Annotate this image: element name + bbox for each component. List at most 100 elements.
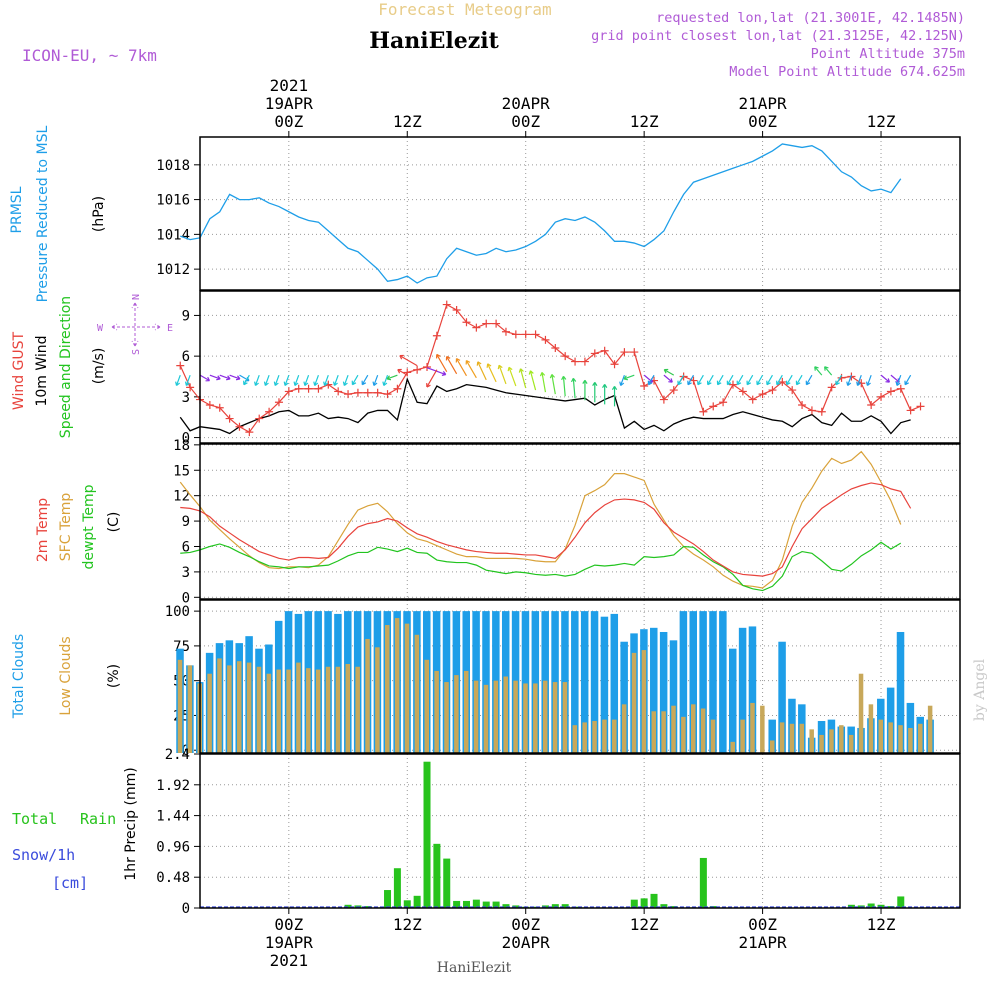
gust-marker [580, 357, 589, 366]
wind-arrow [592, 381, 598, 403]
gust-marker [551, 344, 560, 352]
low-cloud-bar [819, 734, 824, 753]
low-cloud-bar [296, 662, 301, 753]
wind-arrow [303, 374, 310, 386]
model-altitude: Model Point Altitude 674.625m [729, 64, 965, 80]
wind-arrow [219, 374, 231, 381]
plot-area: 1012 1014 1016 1018 0 3 6 9 0 3 6 9 12 15 18 0255075100… [156, 76, 961, 970]
sfctemp-label: SFC Temp [58, 493, 74, 562]
rain-bar [867, 903, 875, 908]
gust-marker [176, 361, 185, 370]
wind-arrow [561, 375, 567, 397]
wind-arrow [293, 374, 300, 386]
gust-marker [255, 414, 264, 423]
panel-temp: 0 3 6 9 12 15 18 [173, 438, 961, 606]
credit-watermark: by Angel [972, 658, 988, 721]
y-tick-label: 1018 [156, 158, 190, 174]
low-cloud-bar [276, 669, 281, 753]
y-tick-label: 0 [182, 590, 190, 606]
wind10m-line [179, 377, 911, 435]
y-tick-label: 0.48 [156, 870, 190, 886]
gust-marker [334, 387, 343, 396]
low-cloud-bar [187, 665, 193, 753]
total-cloud-bar [482, 611, 490, 753]
total-cloud-bar [521, 611, 530, 753]
total-cloud-bar [709, 611, 717, 753]
gust-marker [817, 407, 826, 416]
wind-arrow [611, 386, 618, 407]
low-clouds-label: Low Clouds [58, 636, 74, 715]
y-tick-label: 0 [182, 743, 190, 759]
model-label: ICON-EU, ~ 7km [22, 46, 157, 65]
panel-frame [199, 136, 961, 291]
x-date-bottom: 19APR [265, 933, 314, 952]
gust-marker [659, 395, 668, 404]
y-tick-label: 2.4 [165, 747, 190, 763]
wind-arrow [465, 360, 477, 379]
wind-arrow [904, 374, 912, 386]
wind-arrow [283, 374, 290, 386]
y-tick-label: 0.96 [156, 839, 190, 855]
wind-arrow [486, 363, 497, 383]
low-cloud-bar [404, 623, 410, 753]
y-tick-label: 1014 [156, 227, 190, 243]
low-cloud-bar [345, 663, 351, 753]
gust-marker [472, 323, 481, 332]
gust-marker [877, 392, 886, 401]
cloud-labels: Total Clouds Low Clouds (%) [11, 634, 122, 719]
wind-arrow [776, 374, 783, 386]
y-tick-label: 6 [182, 349, 190, 365]
wind-arrow [273, 374, 280, 386]
wind-arrow [209, 374, 221, 381]
wind-arrow [497, 364, 507, 385]
rain-bar [413, 895, 421, 908]
wind-arrow [663, 374, 673, 383]
gust-marker [886, 387, 895, 396]
low-cloud-bar [463, 670, 469, 753]
wind-arrow [716, 374, 724, 386]
low-cloud-bar [592, 721, 597, 753]
low-cloud-bar [542, 680, 548, 753]
gust-marker [699, 407, 708, 416]
low-cloud-bar [365, 638, 370, 753]
total-cloud-bar [679, 611, 688, 753]
wind-arrow [756, 374, 764, 386]
gust-marker [590, 349, 599, 358]
wind-arrow [549, 374, 556, 395]
gust-marker [669, 386, 678, 395]
panel-frame [199, 290, 961, 444]
gust-marker [353, 388, 362, 397]
low-cloud-bar [562, 682, 568, 753]
x-hour-bottom: 00Z [511, 915, 540, 934]
total-cloud-bar [650, 627, 658, 753]
gust-marker [738, 387, 747, 396]
low-cloud-bar [829, 729, 834, 753]
total-cloud-bar [551, 611, 559, 753]
low-cloud-bar [523, 683, 528, 753]
pressure-labels: PRMSL Pressure Reduced to MSL (hPa) [9, 125, 107, 302]
wind-unit-label: (m/s) [91, 348, 107, 385]
wind-arrow [895, 374, 902, 386]
gust-line [179, 303, 921, 433]
low-cloud-bar [207, 673, 212, 753]
wind-compass: W E N S [97, 294, 173, 355]
low-cloud-bar [572, 725, 578, 753]
wind-arrow [697, 374, 704, 386]
rain-bar [482, 901, 490, 908]
rain-bar [551, 904, 559, 908]
wind-arrow [476, 361, 487, 381]
low-cloud-bar [848, 734, 854, 753]
wind-arrow [382, 374, 389, 386]
gust-marker [265, 407, 274, 416]
low-cloud-bar [177, 659, 183, 753]
y-tick-label: 9 [182, 514, 190, 530]
low-cloud-bar [217, 658, 222, 753]
low-cloud-bar [878, 719, 884, 753]
pressure-line [180, 143, 902, 284]
total-clouds-label: Total Clouds [11, 634, 27, 719]
rain-bar [847, 904, 855, 908]
low-cloud-bar [612, 719, 617, 753]
gust-marker [442, 300, 451, 309]
wind-arrow [332, 374, 339, 386]
low-cloud-bar [710, 719, 716, 753]
